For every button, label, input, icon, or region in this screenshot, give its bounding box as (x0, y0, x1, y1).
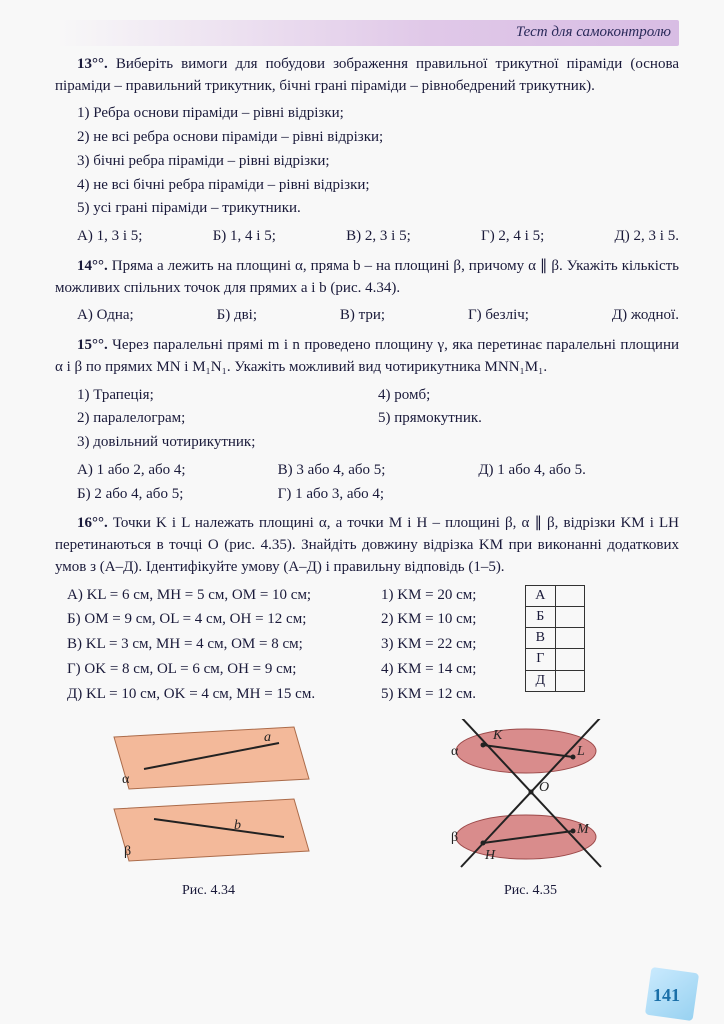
q15-item: 1) Трапеція; (77, 385, 378, 407)
q14-body: Пряма a лежить на площині α, пряма b – н… (55, 258, 679, 296)
q15-opt: Б) 2 або 4, або 5; (77, 484, 278, 506)
q13-body: Виберіть вимоги для побудови зображення … (55, 56, 679, 94)
q13-opt: А) 1, 3 і 5; (77, 226, 142, 248)
answer-key: Б (526, 606, 556, 627)
q15-item: 2) паралелограм; (77, 408, 378, 430)
q13-opt: В) 2, 3 і 5; (346, 226, 411, 248)
q15-num: 15°°. (77, 337, 108, 353)
label-K: K (492, 728, 503, 743)
q15-shapes: 1) Трапеція; 4) ромб; 2) паралелограм; 5… (77, 385, 679, 454)
q16-cond: Г) OK = 8 см, OL = 6 см, OH = 9 см; (67, 659, 367, 681)
q15-item: 3) довільний чотирикутник; (77, 432, 378, 454)
q16-ans: 1) KM = 20 см; (381, 585, 511, 607)
figure-4-35: α β K L M H O Рис. 4.35 (421, 719, 641, 901)
q14-opt: Д) жодної. (612, 305, 679, 327)
q15-options: А) 1 або 2, або 4; В) 3 або 4, або 5; Д)… (77, 460, 679, 506)
q13-options: А) 1, 3 і 5; Б) 1, 4 і 5; В) 2, 3 і 5; Г… (77, 226, 679, 248)
label-alpha: α (451, 744, 459, 759)
q14-text: 14°°. Пряма a лежить на площині α, пряма… (55, 256, 679, 300)
fig-4-35-svg: α β K L M H O (421, 719, 641, 869)
q13-num: 13°°. (77, 56, 108, 72)
answer-key: В (526, 628, 556, 649)
label-M: M (576, 822, 590, 837)
q13-text: 13°°. Виберіть вимоги для побудови зобра… (55, 54, 679, 98)
answer-key: А (526, 585, 556, 606)
q15-opt: Г) 1 або 3, або 4; (278, 484, 479, 506)
q14-opt: А) Одна; (77, 305, 134, 327)
label-O: O (539, 780, 549, 795)
label-H: H (484, 848, 496, 863)
q15-opt: А) 1 або 2, або 4; (77, 460, 278, 482)
q13-item: 4) не всі бічні ребра піраміди – рівні в… (77, 175, 679, 197)
answer-table: А Б В Г Д (525, 585, 585, 692)
q16-ans: 2) KM = 10 см; (381, 609, 511, 631)
q15-opt: Д) 1 або 4, або 5. (478, 460, 679, 482)
fig-4-35-label: Рис. 4.35 (421, 881, 641, 901)
q14-opt: Г) безліч; (468, 305, 529, 327)
q13-item: 5) усі грані піраміди – трикутники. (77, 198, 679, 220)
q15-item: 5) прямокутник. (378, 408, 679, 430)
q14-num: 14°°. (77, 258, 108, 274)
q15-item: 4) ромб; (378, 385, 679, 407)
q14-opt: В) три; (340, 305, 385, 327)
q16-cond: Д) KL = 10 см, OK = 4 см, MH = 15 см. (67, 684, 367, 706)
answer-cell[interactable] (555, 670, 585, 691)
q16-grid: А) KL = 6 см, MH = 5 см, OM = 10 см; Б) … (67, 585, 679, 706)
figures-row: a α b β Рис. 4.34 (55, 719, 679, 901)
q16-num: 16°°. (77, 515, 108, 531)
fig-4-34-svg: a α b β (94, 719, 324, 869)
answer-cell[interactable] (555, 649, 585, 670)
answer-key: Д (526, 670, 556, 691)
q14-options: А) Одна; Б) дві; В) три; Г) безліч; Д) ж… (77, 305, 679, 327)
q15-text: 15°°. Через паралельні прямі m і n прове… (55, 335, 679, 379)
page-number: 141 (643, 976, 690, 1014)
q15-opt: В) 3 або 4, або 5; (278, 460, 479, 482)
q16-cond: В) KL = 3 см, MH = 4 см, OM = 8 см; (67, 634, 367, 656)
q16-ans: 4) KM = 14 см; (381, 659, 511, 681)
q13-opt: Д) 2, 3 і 5. (615, 226, 679, 248)
label-alpha: α (122, 772, 130, 787)
label-L: L (576, 744, 585, 759)
fig-4-34-label: Рис. 4.34 (94, 881, 324, 901)
label-beta: β (124, 844, 131, 859)
answer-key: Г (526, 649, 556, 670)
q13-item: 2) не всі ребра основи піраміди – рівні … (77, 127, 679, 149)
q16-conditions: А) KL = 6 см, MH = 5 см, OM = 10 см; Б) … (67, 585, 367, 706)
q13-item: 1) Ребра основи піраміди – рівні відрізк… (77, 103, 679, 125)
q13-opt: Г) 2, 4 і 5; (481, 226, 544, 248)
q16-cond: А) KL = 6 см, MH = 5 см, OM = 10 см; (67, 585, 367, 607)
label-b: b (234, 818, 241, 833)
q13-item: 3) бічні ребра піраміди – рівні відрізки… (77, 151, 679, 173)
label-a: a (264, 730, 271, 745)
q16-cond: Б) OM = 9 см, OL = 4 см, OH = 12 см; (67, 609, 367, 631)
q13-items: 1) Ребра основи піраміди – рівні відрізк… (77, 103, 679, 220)
q16-ans: 3) KM = 22 см; (381, 634, 511, 656)
q15-body: Через паралельні прямі m і n проведено п… (55, 337, 679, 375)
answer-cell[interactable] (555, 585, 585, 606)
label-beta: β (451, 830, 458, 845)
q14-opt: Б) дві; (217, 305, 257, 327)
q16-text: 16°°. Точки K і L належать площині α, а … (55, 513, 679, 578)
answer-cell[interactable] (555, 606, 585, 627)
q16-ans: 5) KM = 12 см. (381, 684, 511, 706)
header-title: Тест для самоконтролю (55, 20, 679, 46)
q16-answers: 1) KM = 20 см; 2) KM = 10 см; 3) KM = 22… (381, 585, 511, 706)
figure-4-34: a α b β Рис. 4.34 (94, 719, 324, 901)
q13-opt: Б) 1, 4 і 5; (213, 226, 276, 248)
answer-cell[interactable] (555, 628, 585, 649)
q16-body: Точки K і L належать площині α, а точки … (55, 515, 679, 575)
